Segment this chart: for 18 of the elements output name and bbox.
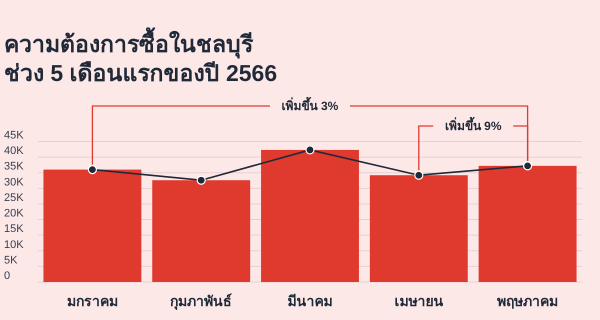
y-tick-label: 10K — [4, 238, 24, 251]
y-tick-label: 5K — [4, 254, 18, 266]
y-tick-label: 20K — [4, 208, 24, 220]
annotation: เพิ่มขึ้น 9% — [444, 116, 502, 133]
chart-title: ความต้องการซื้อในชลบุรี ช่วง 5 เดือนแรกของปี 2566 — [4, 27, 278, 86]
x-tick-label: มกราคม — [66, 293, 118, 309]
x-tick-label: เมษายน — [394, 293, 444, 309]
y-tick-label: 25K — [4, 192, 24, 204]
y-tick-label: 45K — [4, 130, 24, 142]
annotation: เพิ่มขึ้น 3% — [282, 96, 339, 113]
y-tick-label: 35K — [4, 160, 24, 173]
y-tick-label: 15K — [4, 223, 24, 236]
y-tick-label: 30K — [4, 176, 24, 188]
x-tick-label: มีนาคม — [288, 293, 332, 309]
y-tick-label: 40K — [4, 145, 24, 158]
y-tick-label: 0 — [4, 270, 10, 282]
x-tick-label: กุมภาพันธ์ — [170, 293, 232, 310]
x-tick-label: พฤษภาคม — [497, 293, 558, 309]
